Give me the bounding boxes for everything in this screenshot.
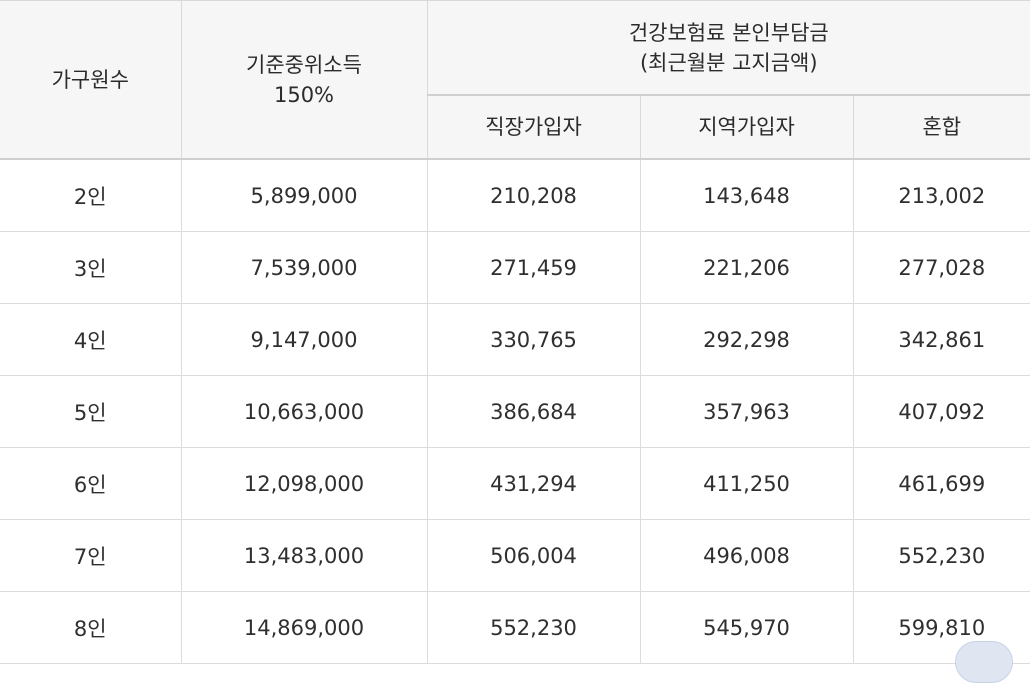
cell-household: 3인 [0,232,181,304]
cell-mixed: 277,028 [853,232,1030,304]
cell-employee: 552,230 [427,592,640,664]
header-median-income-line1: 기준중위소득 [182,50,427,80]
cell-income: 5,899,000 [181,159,427,232]
header-premium-line2: (최근월분 고지금액) [428,48,1030,78]
table-row: 7인 13,483,000 506,004 496,008 552,230 [0,520,1030,592]
header-regional: 지역가입자 [640,95,853,159]
header-mixed: 혼합 [853,95,1030,159]
table-body: 2인 5,899,000 210,208 143,648 213,002 3인 … [0,159,1030,664]
cell-household: 8인 [0,592,181,664]
header-premium: 건강보험료 본인부담금 (최근월분 고지금액) [427,1,1030,96]
cell-income: 10,663,000 [181,376,427,448]
cell-regional: 292,298 [640,304,853,376]
table-row: 4인 9,147,000 330,765 292,298 342,861 [0,304,1030,376]
cell-household: 5인 [0,376,181,448]
cell-income: 13,483,000 [181,520,427,592]
table-row: 3인 7,539,000 271,459 221,206 277,028 [0,232,1030,304]
table-row: 5인 10,663,000 386,684 357,963 407,092 [0,376,1030,448]
cell-household: 2인 [0,159,181,232]
cell-regional: 496,008 [640,520,853,592]
cell-income: 14,869,000 [181,592,427,664]
header-household: 가구원수 [0,1,181,160]
cell-regional: 221,206 [640,232,853,304]
cell-employee: 330,765 [427,304,640,376]
cell-employee: 210,208 [427,159,640,232]
header-employee: 직장가입자 [427,95,640,159]
scroll-top-button[interactable] [955,641,1013,683]
cell-regional: 143,648 [640,159,853,232]
header-premium-line1: 건강보험료 본인부담금 [428,18,1030,48]
cell-mixed: 552,230 [853,520,1030,592]
cell-income: 7,539,000 [181,232,427,304]
cell-mixed: 342,861 [853,304,1030,376]
cell-household: 6인 [0,448,181,520]
cell-income: 12,098,000 [181,448,427,520]
cell-regional: 357,963 [640,376,853,448]
header-median-income: 기준중위소득 150% [181,1,427,160]
cell-household: 7인 [0,520,181,592]
cell-employee: 431,294 [427,448,640,520]
table-row: 6인 12,098,000 431,294 411,250 461,699 [0,448,1030,520]
cell-employee: 506,004 [427,520,640,592]
cell-mixed: 461,699 [853,448,1030,520]
health-insurance-table: 가구원수 기준중위소득 150% 건강보험료 본인부담금 (최근월분 고지금액)… [0,0,1030,664]
cell-mixed: 213,002 [853,159,1030,232]
cell-income: 9,147,000 [181,304,427,376]
table-row: 2인 5,899,000 210,208 143,648 213,002 [0,159,1030,232]
cell-regional: 545,970 [640,592,853,664]
cell-employee: 386,684 [427,376,640,448]
cell-household: 4인 [0,304,181,376]
table-row: 8인 14,869,000 552,230 545,970 599,810 [0,592,1030,664]
table-header: 가구원수 기준중위소득 150% 건강보험료 본인부담금 (최근월분 고지금액)… [0,1,1030,160]
header-median-income-line2: 150% [182,80,427,110]
cell-regional: 411,250 [640,448,853,520]
cell-employee: 271,459 [427,232,640,304]
cell-mixed: 407,092 [853,376,1030,448]
